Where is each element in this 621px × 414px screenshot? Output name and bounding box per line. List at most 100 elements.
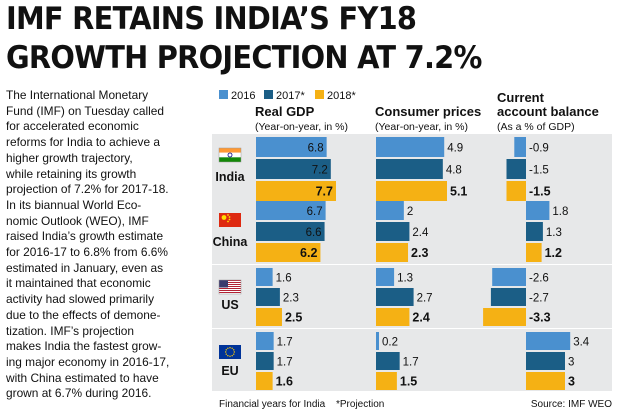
flag-star: [229, 355, 231, 357]
flag-stripe: [219, 286, 241, 287]
panel-subtitle: (Year-on-year, in %): [255, 121, 348, 133]
article-line: higher growth trajectory,: [6, 150, 133, 165]
panel-divider: [212, 264, 612, 265]
cab-value-label: -3.3: [529, 311, 551, 325]
cab-bar: [526, 243, 542, 262]
cab-value-label: -1.5: [529, 165, 549, 177]
cab-bar: [526, 332, 571, 350]
flag-star: [233, 351, 235, 353]
cpi-bar: [376, 332, 379, 350]
cab-bar: [526, 372, 565, 390]
gdp-value-label: 1.6: [276, 273, 292, 285]
panel-title: account balance: [497, 104, 599, 119]
article-line: ing major economy in 2016-17,: [6, 354, 170, 369]
article-line: Fund (IMF) on Tuesday called: [6, 103, 164, 118]
flag-star: [229, 347, 231, 349]
cpi-bar: [376, 243, 409, 262]
panel-title: Current: [497, 90, 545, 105]
footnote-source: Source: IMF WEO: [531, 399, 612, 410]
flag-star: [221, 215, 227, 220]
cab-bar: [483, 308, 526, 326]
gdp-bar: [256, 222, 325, 241]
footnote-projection: *Projection: [336, 399, 384, 410]
cab-bar: [514, 137, 526, 157]
flag-stripe: [219, 157, 241, 162]
legend-label: 2018*: [327, 90, 356, 102]
gdp-value-label: 7.7: [316, 185, 333, 199]
flag-stripe: [219, 282, 241, 283]
gdp-value-label: 6.8: [308, 143, 324, 155]
article-line: projection of 7.2% for 2017-18.: [6, 182, 169, 197]
cpi-value-label: 4.8: [446, 165, 462, 177]
article-line: nomic Outlook (WEO), IMF: [6, 213, 149, 228]
panel-divider: [212, 328, 612, 329]
flag-star: [228, 218, 231, 221]
cpi-bar: [376, 372, 397, 390]
article-line: for accelerated economic: [6, 119, 139, 134]
flag-stripe: [219, 283, 241, 284]
flag-stripe: [219, 284, 241, 285]
gdp-bar: [256, 288, 280, 306]
cpi-value-label: 4.9: [447, 143, 463, 155]
cpi-bar: [376, 222, 410, 241]
legend-label: 2017*: [276, 90, 305, 102]
headline-line-1: IMF RETAINS INDIA’S FY18: [6, 1, 417, 37]
legend-swatch: [264, 90, 273, 99]
article-line: estimated in January, even as: [6, 260, 164, 275]
cpi-bar: [376, 137, 445, 157]
flag-star: [225, 351, 227, 353]
flag-stripe: [219, 281, 241, 282]
flag-stripe: [219, 287, 241, 288]
article-line: The International Monetary: [6, 88, 149, 102]
gdp-value-label: 6.7: [307, 206, 323, 218]
cpi-bar: [376, 268, 395, 286]
article-line: raised India’s growth estimate: [6, 229, 164, 244]
cpi-bar: [376, 201, 404, 220]
gdp-value-label: 2.3: [283, 293, 299, 305]
article-line: reforms for India to achieve a: [6, 135, 160, 150]
gdp-bar: [256, 332, 274, 350]
flag-border: [218, 279, 242, 295]
flag-stripe: [219, 293, 241, 294]
gdp-bar: [256, 372, 273, 390]
cpi-bar: [376, 159, 443, 179]
flag-stripe: [219, 288, 241, 289]
gdp-value-label: 7.2: [312, 165, 328, 177]
article-line: tization. IMF’s projection: [6, 323, 134, 338]
gdp-bar: [256, 181, 336, 201]
article-line: while retaining its growth: [6, 166, 137, 181]
gdp-bar: [256, 159, 331, 179]
headline: IMF RETAINS INDIA’S FY18 GROWTH PROJECTI…: [6, 0, 482, 78]
cab-value-label: 3.4: [573, 337, 590, 349]
cab-bar: [526, 222, 543, 241]
flag-star: [233, 353, 235, 355]
article-line: due to the effects of demone-: [6, 307, 161, 322]
flag-stripe: [219, 292, 241, 293]
cpi-value-label: 1.3: [397, 273, 413, 285]
cab-bar: [506, 181, 526, 201]
us-flag-icon: [218, 279, 242, 295]
flag-field: [219, 345, 241, 359]
cpi-bar: [376, 308, 410, 326]
cab-value-label: 3: [568, 357, 574, 369]
cpi-value-label: 0.2: [382, 337, 398, 349]
cab-value-label: 3: [568, 375, 575, 389]
gdp-value-label: 2.5: [285, 311, 302, 325]
flag-star: [227, 220, 229, 223]
gdp-bar: [256, 201, 326, 220]
gdp-bar: [256, 308, 282, 326]
flag-chakra: [227, 152, 233, 158]
country-label: EU: [221, 364, 238, 378]
flag-star: [231, 355, 233, 357]
gdp-value-label: 6.2: [300, 246, 317, 260]
eu-flag-icon: [219, 345, 241, 359]
cab-bar: [526, 352, 565, 370]
headline-line-2: GROWTH PROJECTION AT 7.2%: [6, 40, 482, 76]
cab-value-label: 1.8: [552, 206, 568, 218]
flag-stripe: [219, 291, 241, 292]
cab-bar: [490, 288, 526, 306]
country-label: US: [221, 298, 238, 312]
flag-star: [227, 347, 229, 349]
article-line: grown at 6.7% during 2016.: [6, 386, 152, 401]
gdp-value-label: 1.6: [276, 375, 293, 389]
